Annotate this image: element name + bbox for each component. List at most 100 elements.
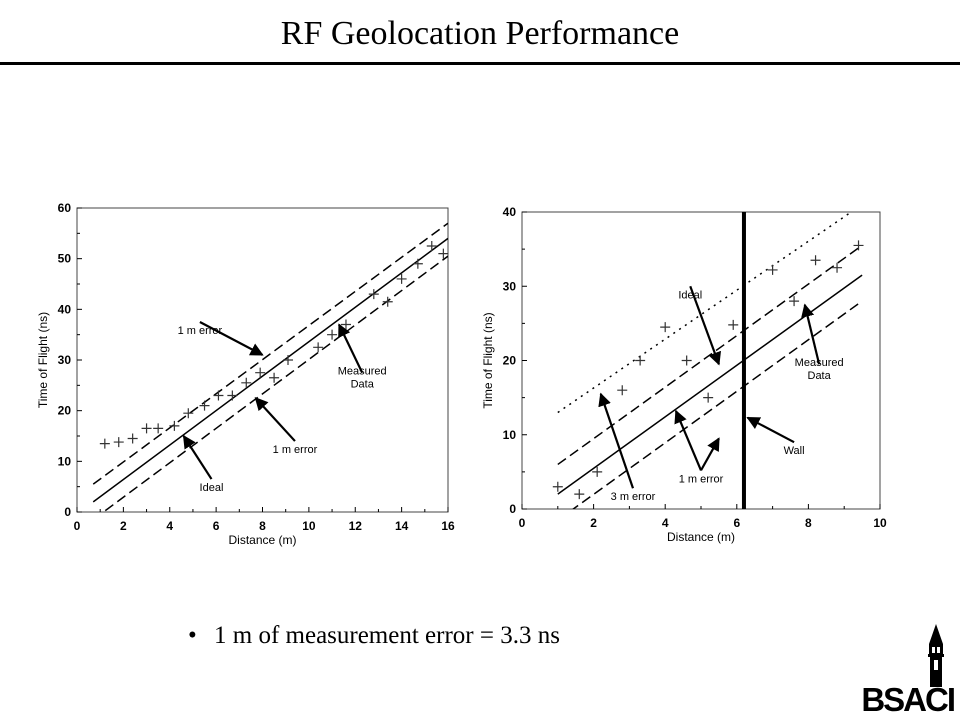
chart-1-x-tick-label: 10 [873, 516, 887, 530]
chart-0-measured-point [241, 377, 252, 388]
chart-1-measured-point [592, 466, 603, 477]
chart-1-y-tick-label: 0 [509, 502, 516, 516]
chart-1-annotation-arrow [598, 392, 635, 489]
chart-0-measured-point [283, 355, 294, 365]
chart-0-measured-point [227, 390, 238, 401]
chart-1-measured-point [853, 240, 864, 251]
bullet-item: • 1 m of measurement error = 3.3 ns [188, 618, 560, 654]
chart-0-x-tick-label: 14 [395, 519, 409, 533]
chart-1-measured-point [832, 262, 843, 273]
chart-1-measured-point [810, 255, 821, 266]
chart-0-x-axis-label: Distance (m) [228, 533, 296, 547]
chart-0-x-tick-label: 0 [74, 519, 81, 533]
chart-0-y-tick-label: 50 [58, 252, 72, 266]
chart-0-measured-point [127, 433, 138, 444]
chart-1-annotation-arrow [700, 437, 720, 471]
chart-0-annotation-label: 1 m error [178, 325, 223, 337]
chart-0-measured-point [396, 273, 407, 284]
chart-1-y-tick-label: 30 [503, 279, 517, 293]
chart-1-measured-point [617, 385, 628, 396]
chart-1-annotation-arrow [801, 303, 821, 365]
chart-1-measured-point [767, 264, 778, 275]
chart-0-x-tick-label: 16 [441, 519, 455, 533]
chart-0-annotation-arrow [254, 397, 296, 442]
chart-1-x-tick-label: 0 [519, 516, 526, 530]
chart-0-measured-point [99, 438, 110, 449]
chart-0-measured-point [327, 329, 338, 340]
chart-0-measured-point [255, 367, 266, 378]
chart-0-annotation-label-line2: Data [351, 379, 375, 391]
logo-text: BSACI [861, 681, 956, 718]
chart-1-measured-point [574, 489, 585, 500]
chart-1-annotation-arrow [674, 409, 703, 471]
chart-0-x-tick-label: 8 [259, 519, 266, 533]
chart-0-annotation-label: Ideal [200, 482, 224, 494]
chart-1-measured-point [660, 322, 671, 333]
chart-1-measured-point [703, 392, 714, 403]
chart-0-measured-point [438, 248, 449, 259]
bullet-text: 1 m of measurement error = 3.3 ns [214, 622, 560, 649]
chart-0-y-tick-label: 30 [58, 353, 72, 367]
chart-0-plot-frame [76, 207, 449, 513]
chart-0-y-tick-label: 60 [58, 201, 72, 215]
chart-0-x-tick-label: 10 [302, 519, 316, 533]
chart-0-measured-point [169, 420, 180, 431]
chart-0-y-tick-label: 0 [64, 505, 71, 519]
chart-1-measured-point [728, 319, 739, 330]
chart-1-measured-point [789, 296, 800, 307]
chart-1-annotation-label: Ideal [678, 289, 702, 301]
chart-0-measured-point [382, 296, 393, 307]
chart-1-annotation-label-line2: Data [808, 370, 832, 382]
chart-0-measured-point [412, 258, 423, 269]
chart-0-x-tick-label: 4 [166, 519, 173, 533]
chart-0-annotation-arrow [199, 321, 264, 356]
chart-1-measured-point [681, 355, 692, 366]
chart-1-annotation-label: Measured [795, 357, 844, 369]
bsac-logo: BSACI [850, 624, 960, 720]
chart-1-annotation-arrow [746, 416, 795, 444]
chart-1-annotation-label: Wall [784, 445, 805, 457]
chart-0-solid-line [92, 237, 448, 503]
chart-0-annotation-arrow [338, 323, 364, 374]
chart-0-y-tick-label: 20 [58, 404, 72, 418]
chart-1-y-tick-label: 20 [503, 354, 517, 368]
chart-1-measured-point [635, 355, 646, 366]
chart-0-y-tick-label: 10 [58, 454, 72, 468]
chart-0-x-tick-label: 2 [120, 519, 127, 533]
chart-0-x-tick-label: 12 [349, 519, 363, 533]
chart-0-dashed-line [92, 222, 448, 485]
chart-0-measured-point [199, 400, 210, 411]
chart-0-measured-point [313, 342, 324, 353]
chart-0-measured-point [340, 319, 351, 330]
chart-1-annotation-label: 1 m error [679, 473, 724, 485]
chart-0-annotation-arrow [182, 434, 213, 480]
chart-1-y-tick-label: 10 [503, 428, 517, 442]
chart-1-x-tick-label: 4 [662, 516, 669, 530]
chart-0-measured-point [213, 390, 224, 401]
chart-0-measured-point [113, 437, 124, 448]
chart-0-measured-point [368, 289, 379, 300]
chart-1-solid-line [557, 274, 863, 495]
chart-1-annotation-label: 3 m error [611, 491, 656, 503]
chart-0-y-axis-label: Time of Flight (ns) [36, 312, 50, 408]
chart-0-annotation-label: 1 m error [273, 444, 318, 456]
chart-1-x-tick-label: 2 [590, 516, 597, 530]
chart-0-measured-point [141, 423, 152, 434]
chart-0-x-tick-label: 6 [213, 519, 220, 533]
chart-1-dashed-line [571, 300, 863, 509]
bullet-dot: • [188, 622, 197, 649]
chart-0-measured-point [426, 241, 437, 251]
chart-0-annotation-label: Measured [338, 366, 387, 378]
title-divider [0, 62, 960, 65]
chart-1-measured-point [552, 481, 563, 492]
chart-right: 0 2 4 6 8 10 0 10 20 30 40 Distance (m) Time of Flig… [481, 205, 887, 544]
chart-1-y-axis-label: Time of Flight (ns) [481, 312, 495, 408]
chart-1-x-tick-label: 6 [733, 516, 740, 530]
campanile-tower-icon [928, 624, 944, 687]
chart-0-y-tick-label: 40 [58, 302, 72, 316]
chart-0-plot-area [92, 222, 448, 512]
slide-title: RF Geolocation Performance [280, 15, 680, 52]
chart-1-y-tick-label: 40 [503, 205, 517, 219]
chart-1-x-axis-label: Distance (m) [667, 530, 735, 544]
chart-1-annotation-arrow [689, 285, 721, 366]
